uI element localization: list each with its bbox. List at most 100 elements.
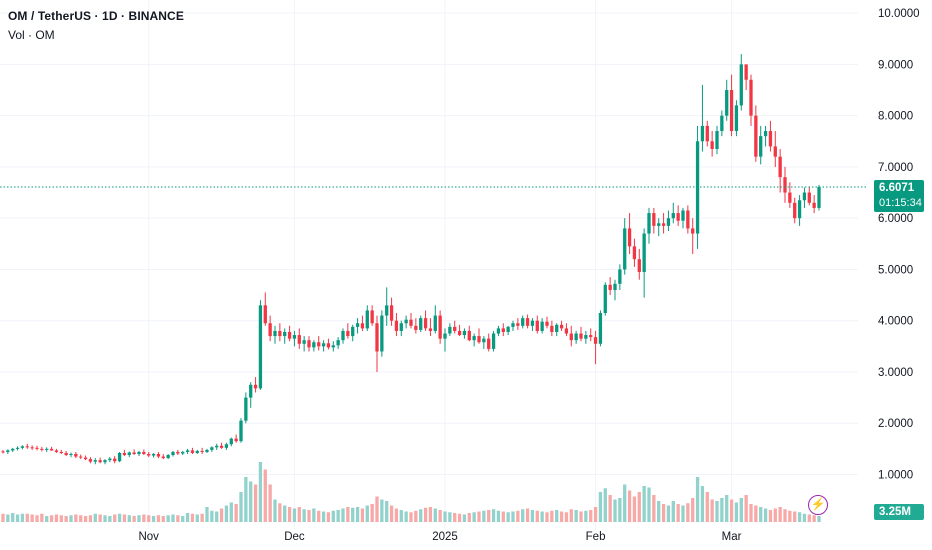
candle-body	[749, 79, 753, 116]
volume-bar	[759, 507, 763, 522]
candle-body	[132, 452, 136, 454]
y-tick-label: 8.0000	[878, 111, 913, 123]
volume-bar	[98, 514, 102, 522]
volume-bar	[681, 505, 685, 522]
symbol-title[interactable]: OM / TetherUS · 1D · BINANCE	[8, 9, 184, 23]
volume-bar	[234, 504, 238, 522]
volume-bar	[496, 510, 501, 522]
volume-bar	[710, 499, 714, 522]
volume-bar	[205, 507, 209, 522]
candle-body	[632, 246, 637, 260]
y-tick-label: 3.0000	[878, 367, 913, 379]
volume-bar	[608, 495, 612, 522]
volume-bar	[521, 509, 525, 522]
candle-body	[341, 330, 345, 341]
volume-bar	[676, 504, 680, 522]
candle-body	[496, 328, 501, 334]
candle-body	[317, 342, 321, 347]
candle-body	[559, 324, 564, 329]
candle-body	[535, 320, 539, 331]
candle-body	[11, 448, 15, 451]
volume-bar	[584, 510, 588, 522]
volume-bar	[642, 486, 646, 522]
candle-body	[778, 156, 782, 178]
candle-body	[428, 328, 433, 331]
volume-bar	[326, 512, 331, 522]
volume-bar	[783, 509, 787, 522]
candle-body	[686, 210, 690, 229]
y-tick-label: 9.0000	[878, 59, 913, 71]
candle-body	[200, 450, 204, 452]
volume-bar	[487, 510, 491, 522]
candle-body	[797, 200, 802, 219]
volume-bar	[443, 511, 447, 522]
y-tick-label: 7.0000	[878, 162, 913, 174]
candle-body	[346, 330, 350, 337]
candle-body	[710, 141, 714, 149]
volume-bar	[453, 513, 457, 522]
volume-bar	[45, 516, 49, 522]
candle-body	[705, 125, 709, 142]
volume-bar	[108, 516, 112, 522]
volume-bar	[419, 509, 423, 522]
candle-body	[224, 444, 229, 448]
candle-body	[613, 283, 617, 290]
volume-bar	[773, 508, 777, 522]
candle-body	[283, 331, 287, 337]
candle-body	[336, 340, 340, 346]
volume-bar	[181, 516, 185, 522]
volume-bar	[632, 496, 637, 522]
volume-bar	[83, 516, 88, 522]
candle-body	[142, 451, 146, 454]
volume-bar	[54, 514, 59, 522]
volume-bar	[278, 503, 282, 522]
candle-body	[185, 450, 190, 452]
volume-bar	[691, 498, 695, 522]
candle-body	[598, 313, 603, 344]
candle-body	[273, 330, 277, 337]
candle-body	[98, 460, 102, 463]
candle-body	[176, 451, 180, 454]
volume-bar	[292, 508, 297, 522]
candle-body	[45, 448, 49, 450]
candle-body	[477, 336, 481, 343]
candle-body	[472, 336, 476, 341]
candle-body	[715, 131, 719, 149]
candle-body	[35, 447, 39, 449]
candle-body	[642, 233, 646, 273]
volume-bar	[778, 507, 782, 522]
volume-bar	[700, 486, 705, 522]
candle-body	[399, 323, 403, 331]
volume-bar	[35, 515, 39, 522]
volume-bar	[6, 514, 10, 522]
candle-body	[103, 460, 107, 463]
volume-bar	[545, 512, 549, 522]
volume-bar	[763, 508, 768, 522]
volume-label[interactable]: Vol · OM	[8, 28, 55, 42]
candle-body	[700, 125, 705, 142]
candle-body	[564, 328, 569, 334]
volume-bar	[317, 510, 321, 522]
volume-bar	[695, 477, 700, 522]
volume-bar	[686, 503, 690, 522]
candle-body	[6, 450, 10, 452]
volume-bar	[394, 508, 399, 522]
lightning-icon[interactable]: ⚡	[808, 495, 828, 515]
candle-body	[574, 333, 578, 341]
candle-body	[661, 223, 666, 226]
candle-body	[64, 452, 68, 456]
candle-body	[74, 453, 78, 457]
volume-bar	[423, 507, 428, 522]
candle-body	[88, 459, 93, 462]
volume-bar	[491, 509, 496, 522]
candle-body	[603, 284, 607, 314]
volume-bar	[215, 511, 219, 522]
candle-body	[511, 323, 515, 327]
volume-bar	[219, 508, 224, 522]
volume-bar	[268, 484, 272, 522]
volume-bar	[506, 512, 510, 522]
candle-body	[802, 192, 807, 201]
y-tick-label: 1.0000	[878, 469, 913, 481]
candle-body	[725, 90, 729, 116]
